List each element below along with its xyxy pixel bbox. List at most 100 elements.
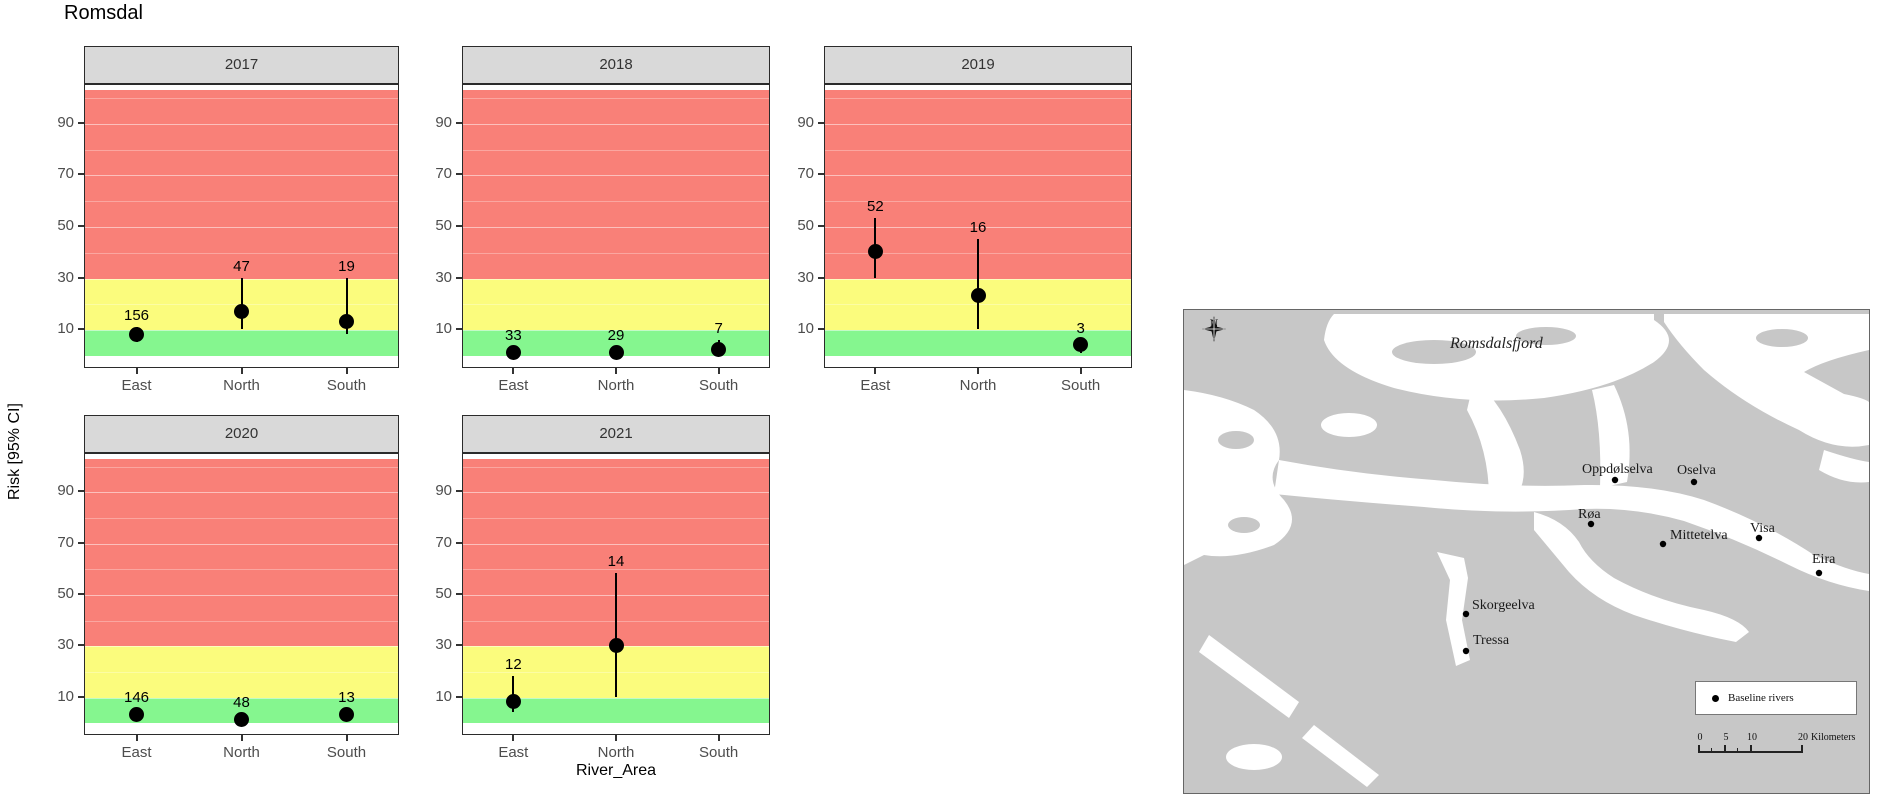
river-label-Røa: Røa — [1578, 507, 1601, 522]
y-tick-label: 70 — [435, 165, 452, 183]
y-tick-label: 50 — [435, 217, 452, 234]
x-tick-label: East — [121, 744, 152, 761]
gridline — [85, 330, 398, 332]
river-dot-Skorgeelva — [1462, 610, 1470, 618]
y-tick-mark — [78, 541, 84, 544]
y-tick-mark — [78, 173, 84, 176]
y-tick-mark — [78, 695, 84, 698]
y-tick-label: 90 — [57, 482, 74, 500]
y-tick-label: 70 — [797, 165, 814, 183]
river-label-Visa: Visa — [1750, 521, 1776, 536]
x-tick-mark — [240, 368, 243, 374]
gridline — [825, 201, 1131, 203]
river-dot-Visa — [1755, 534, 1763, 542]
river-dot-Eira — [1815, 569, 1823, 577]
x-tick-mark — [717, 368, 720, 374]
gridline — [85, 492, 398, 494]
gridline — [825, 149, 1131, 151]
scale-bar-minor-tick — [1711, 748, 1712, 753]
y-tick-mark — [78, 276, 84, 279]
error-bar — [615, 573, 617, 697]
x-tick-label: East — [121, 377, 152, 394]
river-label-Mittetelva: Mittetelva — [1670, 528, 1728, 543]
y-tick-mark — [818, 328, 824, 331]
x-tick-label: North — [597, 744, 635, 761]
y-tick-mark — [818, 276, 824, 279]
data-point — [711, 342, 727, 358]
x-tick-label: South — [699, 744, 739, 761]
data-point — [129, 706, 144, 722]
gridline — [463, 304, 769, 306]
y-tick-mark — [78, 490, 84, 493]
scale-bar-number: 0 — [1697, 732, 1703, 743]
error-bar — [240, 277, 243, 330]
x-tick-mark — [977, 368, 979, 374]
risk-band — [463, 90, 769, 279]
facet-strip-2020: 2020 — [84, 415, 399, 453]
x-tick-mark — [512, 735, 515, 741]
gridline — [463, 227, 769, 228]
fjord-name-label: Romsdalsfjord — [1450, 335, 1543, 352]
y-tick-label: 10 — [435, 687, 452, 705]
x-tick-label: South — [1061, 377, 1101, 394]
scale-bar-minor-tick — [1737, 748, 1738, 753]
facet-strip-2018: 2018 — [462, 46, 770, 84]
river-dot-Tressa — [1462, 647, 1470, 655]
gridline — [85, 149, 398, 151]
x-tick-label: East — [498, 744, 529, 761]
map-svg: Oppdølselva Oselva Røa Mittetelva Visa Eira Sk… — [1184, 314, 1869, 787]
data-point — [339, 706, 354, 722]
data-point — [234, 712, 249, 728]
gridline — [85, 543, 398, 545]
river-label-Skorgeelva: Skorgeelva — [1472, 598, 1536, 613]
gridline — [463, 252, 769, 254]
risk-band — [85, 90, 398, 279]
y-tick-mark — [818, 173, 824, 176]
x-tick-mark — [345, 735, 348, 741]
y-tick-label: 30 — [435, 268, 452, 286]
point-count-label: 14 — [607, 553, 625, 571]
data-point — [867, 244, 883, 260]
risk-band — [85, 646, 398, 698]
y-tick-label: 90 — [435, 113, 452, 131]
gridline — [463, 569, 769, 571]
river-label-Oppdølselva: Oppdølselva — [1582, 462, 1654, 477]
data-point — [505, 345, 521, 360]
x-tick-mark — [345, 368, 348, 374]
y-tick-mark — [78, 225, 84, 227]
x-tick-label: South — [326, 744, 367, 761]
scale-bar: 0 5 10 20 Kilometers — [1684, 728, 1864, 764]
y-tick-mark — [78, 593, 84, 595]
y-tick-label: 90 — [57, 113, 74, 131]
island-shapes — [1218, 327, 1808, 533]
point-count-label: 48 — [233, 694, 250, 712]
scale-bar-line — [1698, 751, 1801, 753]
y-tick-label: 70 — [435, 533, 452, 551]
scale-bar-unit: Kilometers — [1811, 732, 1856, 743]
error-bar — [345, 277, 348, 335]
point-count-label: 52 — [866, 198, 884, 216]
x-tick-label: South — [699, 377, 739, 394]
y-tick-mark — [456, 490, 462, 493]
point-count-label: 146 — [123, 689, 150, 707]
gridline — [463, 97, 769, 99]
y-axis-title: Risk [95% CI] — [6, 403, 23, 500]
data-point — [608, 345, 624, 360]
x-tick-mark — [135, 735, 138, 741]
y-tick-label: 10 — [435, 320, 452, 338]
x-tick-label: South — [326, 377, 367, 394]
river-label-Oselva: Oselva — [1677, 463, 1717, 478]
point-count-label: 156 — [123, 306, 150, 324]
gridline — [463, 518, 769, 520]
north-arrow: N — [1202, 316, 1226, 342]
gridline — [463, 123, 769, 125]
river-dot-Mittetelva — [1659, 540, 1667, 548]
data-point — [505, 694, 521, 710]
data-point — [129, 326, 144, 342]
scale-bar-number: 10 — [1747, 732, 1757, 743]
scale-bar-number: 5 — [1723, 732, 1729, 743]
river-dot-Oselva — [1690, 478, 1698, 486]
gridline — [463, 278, 769, 280]
y-tick-label: 50 — [57, 585, 74, 602]
